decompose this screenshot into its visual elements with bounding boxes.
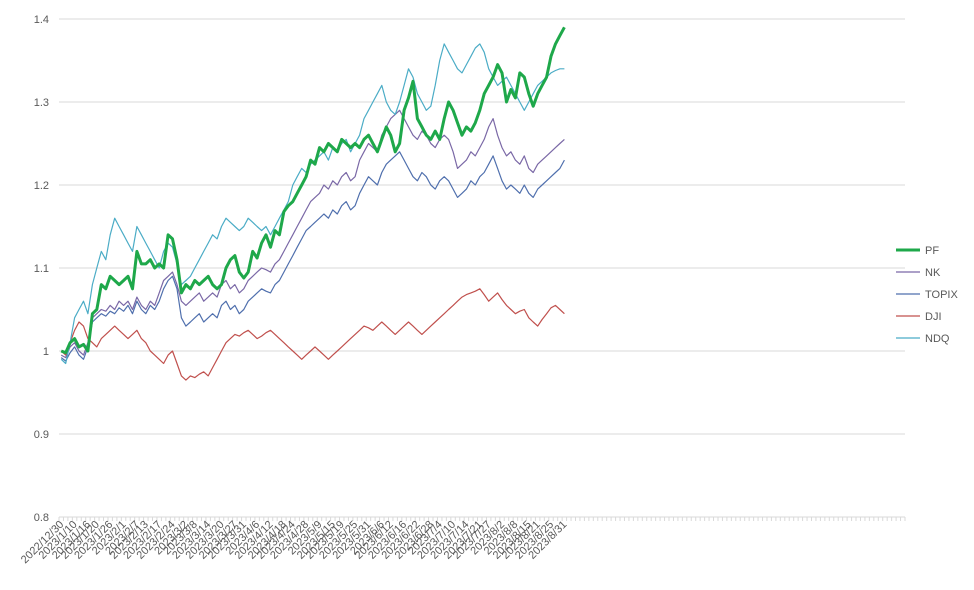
legend: PF NK TOPIX DJI NDQ (896, 245, 958, 345)
series-line-pf (60, 26, 566, 355)
y-tick-label: 1.4 (34, 14, 49, 26)
series-line-ndq (60, 43, 565, 365)
legend-label-ndq: NDQ (925, 333, 950, 345)
y-tick-label: 0.9 (34, 429, 49, 441)
legend-label-pf: PF (925, 245, 939, 257)
series-line-nk (60, 109, 565, 359)
y-tick-label: 1 (43, 346, 49, 358)
gridlines (59, 18, 905, 518)
series-line-dji (60, 288, 565, 381)
y-tick-label: 0.8 (34, 512, 49, 524)
legend-label-topix: TOPIX (925, 289, 958, 301)
y-tick-label: 1.1 (34, 263, 49, 275)
legend-label-nk: NK (925, 267, 941, 279)
y-axis-ticks: 0.8 0.9 1 1.1 1.2 1.3 1.4 (34, 14, 49, 524)
legend-label-dji: DJI (925, 311, 942, 323)
x-axis: 2022/12/302023/1/102023/1/162023/1/20202… (19, 516, 906, 566)
y-tick-label: 1.2 (34, 180, 49, 192)
series-lines (60, 26, 566, 381)
series-line-topix (60, 151, 565, 362)
y-tick-label: 1.3 (34, 97, 49, 109)
